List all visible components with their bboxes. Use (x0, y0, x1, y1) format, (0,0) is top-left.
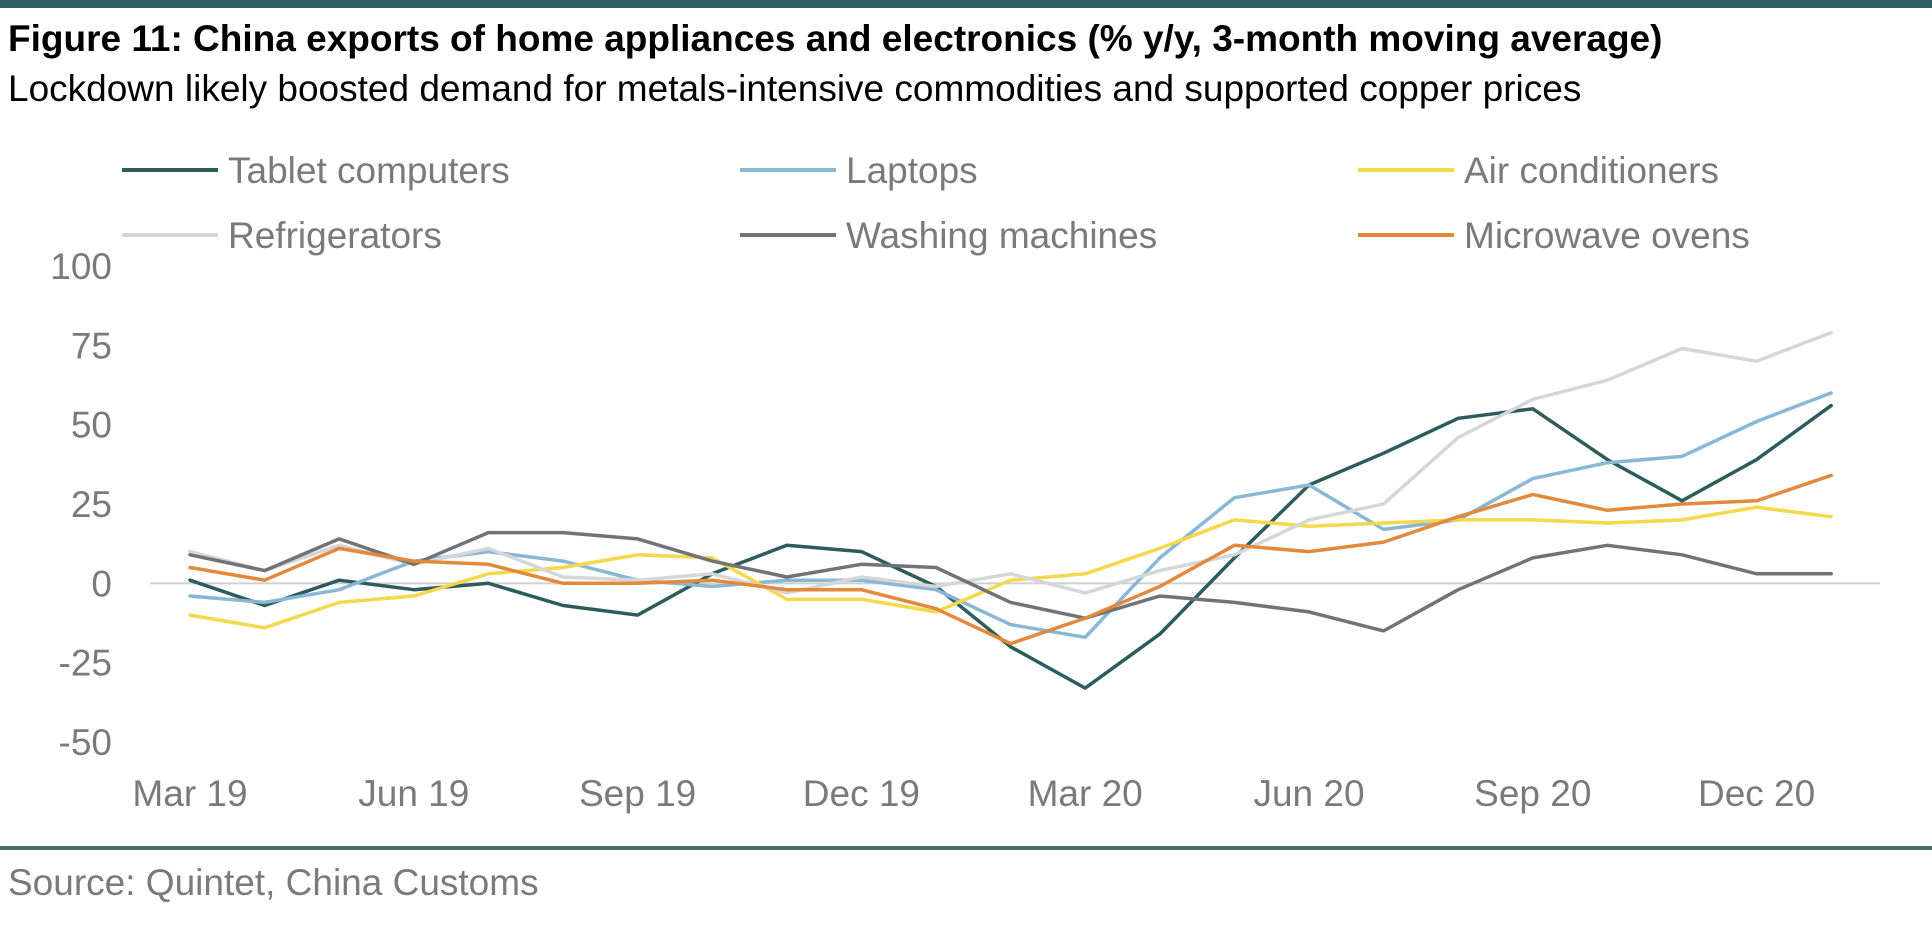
legend-label: Laptops (846, 150, 978, 191)
series-line-refrigerators (188, 330, 1833, 595)
series-line-air-conditioners (188, 505, 1833, 630)
y-tick-label: -25 (59, 643, 112, 684)
x-tick-label: Sep 20 (1474, 773, 1591, 814)
legend-label: Tablet computers (228, 150, 510, 191)
chart-title: Figure 11: China exports of home applian… (8, 18, 1663, 59)
legend-label: Washing machines (846, 215, 1157, 256)
y-tick-label: 0 (91, 563, 112, 604)
y-tick-label: 100 (50, 246, 112, 287)
y-tick-label: -50 (59, 722, 112, 763)
bottom-rule (0, 846, 1932, 850)
legend-label: Refrigerators (228, 215, 442, 256)
x-tick-label: Dec 19 (803, 773, 920, 814)
source-note: Source: Quintet, China Customs (8, 862, 539, 903)
y-tick-label: 25 (71, 484, 112, 525)
legend-label: Microwave ovens (1464, 215, 1750, 256)
series-line-microwave-ovens (188, 473, 1833, 646)
y-tick-label: 50 (71, 405, 112, 446)
x-tick-label: Sep 19 (579, 773, 696, 814)
series-line-tablet-computers (188, 403, 1833, 690)
x-tick-label: Jun 20 (1253, 773, 1364, 814)
series-line-washing-machines (188, 530, 1833, 633)
x-tick-label: Mar 20 (1028, 773, 1143, 814)
y-tick-label: 75 (71, 325, 112, 366)
top-rule (0, 0, 1932, 8)
legend-label: Air conditioners (1464, 150, 1719, 191)
x-tick-label: Mar 19 (132, 773, 247, 814)
line-chart: 100 75 50 25 0 -25 -50 Mar 19 Jun 19 Sep 19 Dec 19… (50, 150, 1880, 814)
x-tick-label: Jun 19 (358, 773, 469, 814)
chart-subtitle: Lockdown likely boosted demand for metal… (8, 68, 1582, 109)
x-tick-label: Dec 20 (1698, 773, 1815, 814)
